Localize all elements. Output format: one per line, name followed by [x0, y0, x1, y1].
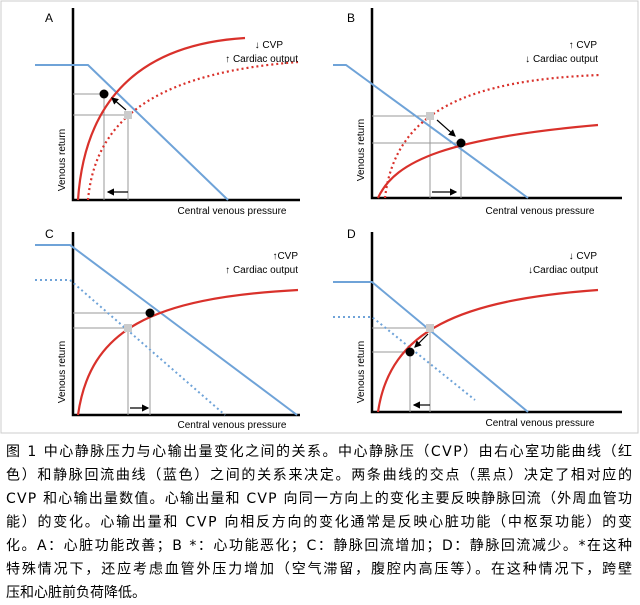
intersection [145, 308, 155, 318]
caption-line: 压和心脏前负荷降低。 [6, 584, 146, 601]
panel-label: C [45, 227, 54, 241]
intersection [456, 138, 466, 148]
annotation: ↑ CVP [569, 40, 598, 51]
y-axis-label: Venous return [57, 129, 68, 191]
caption-line: 特殊情况下，还应考虑血管外压力增加（空气滞留，腹腔内高压等）。在这种情况下，跨壁 [6, 561, 632, 578]
old-point [124, 324, 132, 332]
guides [73, 312, 151, 415]
annotation: ↓Cardiac output [528, 265, 598, 276]
venous-return-curve [333, 281, 529, 413]
y-axis-label: Venous return [356, 341, 367, 403]
venous-return-curve [333, 64, 529, 199]
cardiac-function-curve [76, 288, 299, 416]
venous-return-curve-new [333, 316, 476, 401]
arrow [414, 333, 429, 348]
intersection [405, 347, 415, 357]
axes [71, 8, 300, 202]
x-axis-label: Central venous pressure [486, 206, 595, 217]
axes [370, 232, 622, 414]
panel-label: A [45, 11, 53, 25]
caption: 图 1 中心静脉压力与心输出量变化之间的关系。中心静脉压（CVP）由右心室功能曲… [6, 443, 632, 601]
old-point [426, 112, 434, 120]
caption-line: 能）的变化。心输出量和 CVP 向相反方向的变化通常是反映心脏功能（中枢泵功能）… [6, 515, 632, 531]
cardiac-function-curve-old [383, 73, 601, 199]
cardiac-function-curve [76, 36, 246, 201]
caption-line: 色）和静脉回流曲线（蓝色）之间的关系来决定。两条曲线的交点（黑点）决定了相对应的 [6, 467, 632, 484]
panel-b: B ↑ CVP ↓ Cardiac output Venous return C… [333, 8, 622, 217]
old-point [426, 324, 434, 332]
panel-label: D [347, 227, 356, 241]
annotation: ↑CVP [272, 251, 298, 262]
annotation: ↓ CVP [569, 251, 598, 262]
venous-return-curve-old [35, 279, 226, 416]
panel-d: D ↓ CVP ↓Cardiac output Venous return Ce… [333, 227, 622, 429]
panel-a: A ↓ CVP ↑ Cardiac output Venous return C… [35, 8, 300, 217]
x-axis-label: Central venous pressure [178, 420, 287, 431]
axes [71, 232, 300, 417]
arrow [436, 119, 456, 137]
annotation: ↑ Cardiac output [225, 265, 298, 276]
venous-return-curve [35, 244, 298, 416]
cardiac-function-curve-old [86, 60, 299, 201]
venous-return-curve [35, 64, 229, 201]
guides [73, 93, 129, 200]
caption-line: 图 1 中心静脉压力与心输出量变化之间的关系。中心静脉压（CVP）由右心室功能曲… [6, 443, 632, 460]
y-axis-label: Venous return [57, 341, 68, 403]
frame [0, 0, 639, 434]
panel-label: B [347, 11, 355, 25]
panel-c: C ↑CVP ↑ Cardiac output Venous return Ce… [35, 227, 300, 431]
arrow [111, 97, 127, 111]
old-point [124, 111, 132, 119]
x-axis-label: Central venous pressure [178, 206, 287, 217]
annotation: ↓ CVP [255, 40, 284, 51]
y-axis-label: Venous return [356, 119, 367, 181]
cardiac-function-curve [376, 123, 599, 199]
intersection [99, 89, 109, 99]
axes [370, 8, 622, 200]
caption-line: CVP 和心输出量数值。心输出量和 CVP 向同一方向上的变化主要反映静脉回流（… [6, 491, 632, 507]
caption-line: 化。A：心脏功能改善；B *：心功能恶化；C：静脉回流增加；D：静脉回流减少。*… [6, 537, 632, 554]
cardiac-function-curve [376, 288, 599, 413]
x-axis-label: Central venous pressure [486, 418, 595, 429]
annotation: ↓ Cardiac output [525, 54, 598, 65]
annotation: ↑ Cardiac output [225, 54, 298, 65]
